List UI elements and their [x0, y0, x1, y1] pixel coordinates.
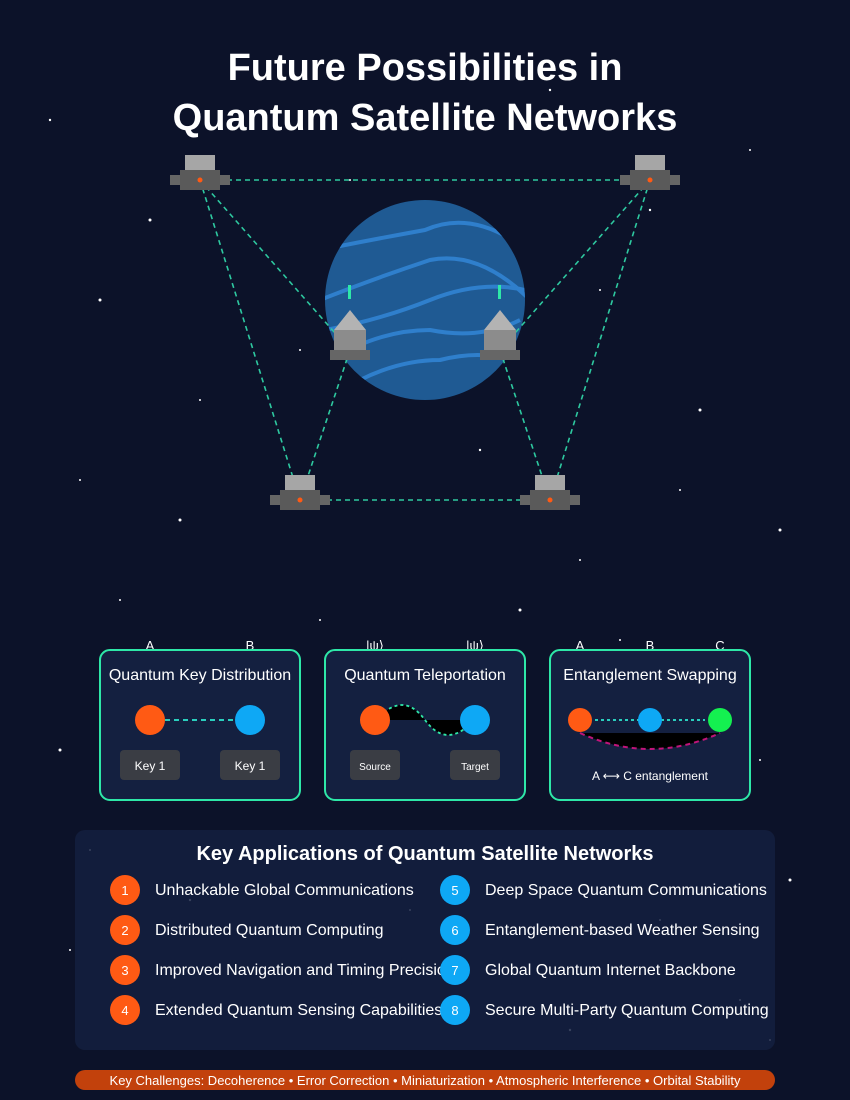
swap-label-b: B: [646, 638, 655, 653]
ground-station-left: [330, 285, 370, 360]
qkd-key-left: Key 1: [135, 759, 166, 773]
satellite-bottom-left: [270, 475, 330, 510]
swap-node-b: [638, 708, 662, 732]
link-sat-right: [549, 179, 651, 501]
satellite-bottom-right: [520, 475, 580, 510]
challenges-bar: Key Challenges: Decoherence • Error Corr…: [75, 1070, 775, 1090]
teleport-target-label: Target: [461, 762, 489, 773]
app-badge-5: [440, 875, 470, 905]
satellite-top-left: [170, 155, 230, 190]
app-badge-6: [440, 915, 470, 945]
applications-left-column: 1 Unhackable Global Communications 2 Dis…: [110, 875, 455, 1025]
panel-quantum-teleportation: |ψ⟩ |ψ⟩ Quantum Teleportation Source Tar…: [324, 638, 526, 801]
link-ground-3: [499, 179, 651, 351]
qkd-label-a: A: [146, 638, 155, 653]
swap-title: Entanglement Swapping: [563, 667, 736, 684]
swap-arc-link: [579, 732, 721, 750]
app-badge-3: [110, 955, 140, 985]
swap-node-c: [708, 708, 732, 732]
panel-quantum-key-distribution: A B Quantum Key Distribution Key 1 Key 1: [99, 638, 301, 801]
teleport-wave-fill: [375, 705, 470, 735]
swap-label-a: A: [576, 638, 585, 653]
app-badge-1: [110, 875, 140, 905]
app-item-8: Secure Multi-Party Quantum Computing: [485, 1002, 769, 1019]
ground-station-right: [480, 285, 520, 360]
quantum-links: [199, 179, 651, 501]
qkd-node-a: [135, 705, 165, 735]
qkd-label-b: B: [246, 638, 255, 653]
qkd-key-box-left: [120, 750, 180, 780]
app-badge-8: [440, 995, 470, 1025]
app-num-5: 5: [451, 883, 458, 898]
applications-box: [75, 830, 775, 1050]
teleport-wave-link: [374, 704, 476, 736]
teleport-source-box: [350, 750, 400, 780]
qkd-key-right: Key 1: [235, 759, 266, 773]
qkd-title: Quantum Key Distribution: [109, 667, 291, 684]
app-badge-7: [440, 955, 470, 985]
app-item-7: Global Quantum Internet Backbone: [485, 962, 736, 979]
app-num-6: 6: [451, 923, 458, 938]
app-item-1: Unhackable Global Communications: [155, 882, 414, 899]
teleport-node-target: [460, 705, 490, 735]
swap-label-c: C: [715, 638, 724, 653]
app-num-2: 2: [121, 923, 128, 938]
app-item-5: Deep Space Quantum Communications: [485, 882, 767, 899]
title-line-1: Future Possibilities in: [228, 47, 623, 89]
app-badge-4: [110, 995, 140, 1025]
app-num-7: 7: [451, 963, 458, 978]
challenges-bar-bg: [75, 1070, 775, 1090]
app-badge-2: [110, 915, 140, 945]
teleport-node-source: [360, 705, 390, 735]
swap-caption: A ⟷ C entanglement: [592, 769, 709, 783]
app-num-4: 4: [121, 1003, 128, 1018]
qkd-node-b: [235, 705, 265, 735]
applications-heading: Key Applications of Quantum Satellite Ne…: [196, 843, 653, 865]
teleport-source-label: Source: [359, 762, 391, 773]
app-item-2: Distributed Quantum Computing: [155, 922, 384, 939]
challenges-text: Key Challenges: Decoherence • Error Corr…: [110, 1073, 741, 1088]
panel-entanglement-swapping: A B C Entanglement Swapping A ⟷ C entang…: [549, 638, 751, 801]
applications-section: Key Applications of Quantum Satellite Ne…: [75, 830, 775, 1050]
app-num-3: 3: [121, 963, 128, 978]
link-sat-left: [199, 179, 301, 501]
applications-right-column: 5 Deep Space Quantum Communications 6 En…: [440, 875, 769, 1025]
app-item-4: Extended Quantum Sensing Capabilities: [155, 1002, 442, 1019]
title-line-2: Quantum Satellite Networks: [173, 97, 678, 139]
link-ground-1: [199, 179, 351, 351]
qkd-key-box-right: [220, 750, 280, 780]
app-num-1: 1: [121, 883, 128, 898]
teleport-title: Quantum Teleportation: [344, 667, 506, 684]
app-num-8: 8: [451, 1003, 458, 1018]
app-item-3: Improved Navigation and Timing Precision: [155, 962, 455, 979]
satellite-top-right: [620, 155, 680, 190]
app-item-6: Entanglement-based Weather Sensing: [485, 922, 760, 939]
teleport-target-box: [450, 750, 500, 780]
starfield: [48, 88, 792, 1041]
swap-node-a: [568, 708, 592, 732]
